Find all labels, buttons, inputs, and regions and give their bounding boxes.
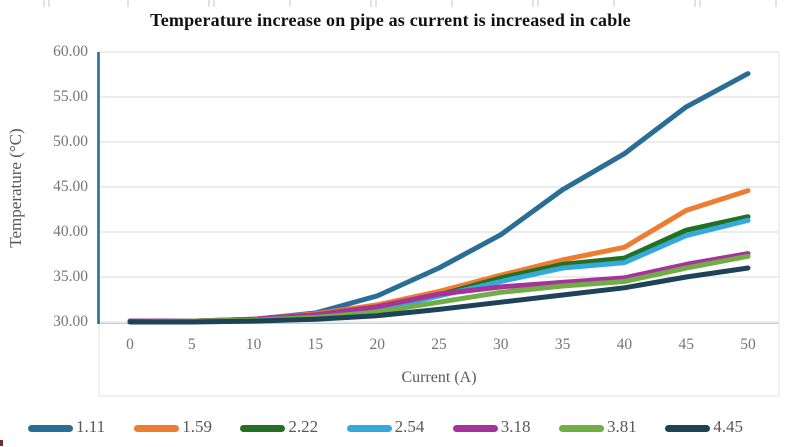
legend-item-3.18[interactable]: 3.18 xyxy=(452,414,553,444)
legend-label: 2.54 xyxy=(394,417,425,436)
legend-swatch-icon xyxy=(559,425,604,432)
legend-item-1.59[interactable]: 1.59 xyxy=(134,414,234,444)
x-tick-label: 15 xyxy=(307,336,324,353)
legend-label: 1.11 xyxy=(76,417,106,436)
legend-swatch-icon xyxy=(134,425,180,432)
y-tick-label: 45.00 xyxy=(53,178,88,195)
x-tick-label: 35 xyxy=(554,336,571,353)
screen-edge-artifact xyxy=(0,440,3,446)
x-tick-label: 50 xyxy=(740,336,756,353)
series-line-4.45[interactable] xyxy=(127,265,751,325)
legend-swatch-icon xyxy=(240,425,286,432)
legend-label: 3.81 xyxy=(607,417,637,436)
legend-swatch-icon xyxy=(28,425,73,432)
legend-item-1.11[interactable]: 1.11 xyxy=(28,414,128,444)
y-tick-label: 35.00 xyxy=(53,268,88,285)
legend-swatch-icon xyxy=(665,425,711,432)
legend-swatch-icon xyxy=(452,425,498,432)
legend-label: 1.59 xyxy=(182,417,212,436)
legend-label: 3.18 xyxy=(500,417,531,436)
y-axis-title: Temperature (°C) xyxy=(6,128,25,248)
legend-label: 4.45 xyxy=(713,417,743,436)
x-tick-label: 30 xyxy=(493,336,509,353)
legend-item-2.54[interactable]: 2.54 xyxy=(346,414,447,444)
chart-legend: 1.11 1.59 2.22 2.54 3.18 3.81 4.45 xyxy=(0,414,802,447)
x-axis-title: Current (A) xyxy=(401,369,477,386)
x-tick-label: 45 xyxy=(678,336,694,353)
y-tick-label: 55.00 xyxy=(53,88,88,105)
y-axis-line xyxy=(97,52,100,324)
x-tick-label: 40 xyxy=(616,336,633,353)
legend-swatch-icon xyxy=(346,425,392,432)
y-tick-label: 50.00 xyxy=(53,133,88,150)
legend-item-4.45[interactable]: 4.45 xyxy=(665,414,765,444)
x-tick-label: 10 xyxy=(245,336,262,353)
chart-title: Temperature increase on pipe as current … xyxy=(150,10,631,30)
legend-item-2.22[interactable]: 2.22 xyxy=(240,414,340,444)
x-tick-label: 25 xyxy=(431,336,447,353)
x-tick-label: 0 xyxy=(126,336,134,353)
y-tick-label: 30.00 xyxy=(53,313,88,330)
y-tick-label: 40.00 xyxy=(53,223,88,240)
x-tick-label: 5 xyxy=(187,336,196,353)
legend-item-3.81[interactable]: 3.81 xyxy=(559,414,659,444)
x-tick-label: 20 xyxy=(369,336,385,353)
y-tick-label: 60.00 xyxy=(53,43,88,60)
legend-label: 2.22 xyxy=(288,417,319,436)
